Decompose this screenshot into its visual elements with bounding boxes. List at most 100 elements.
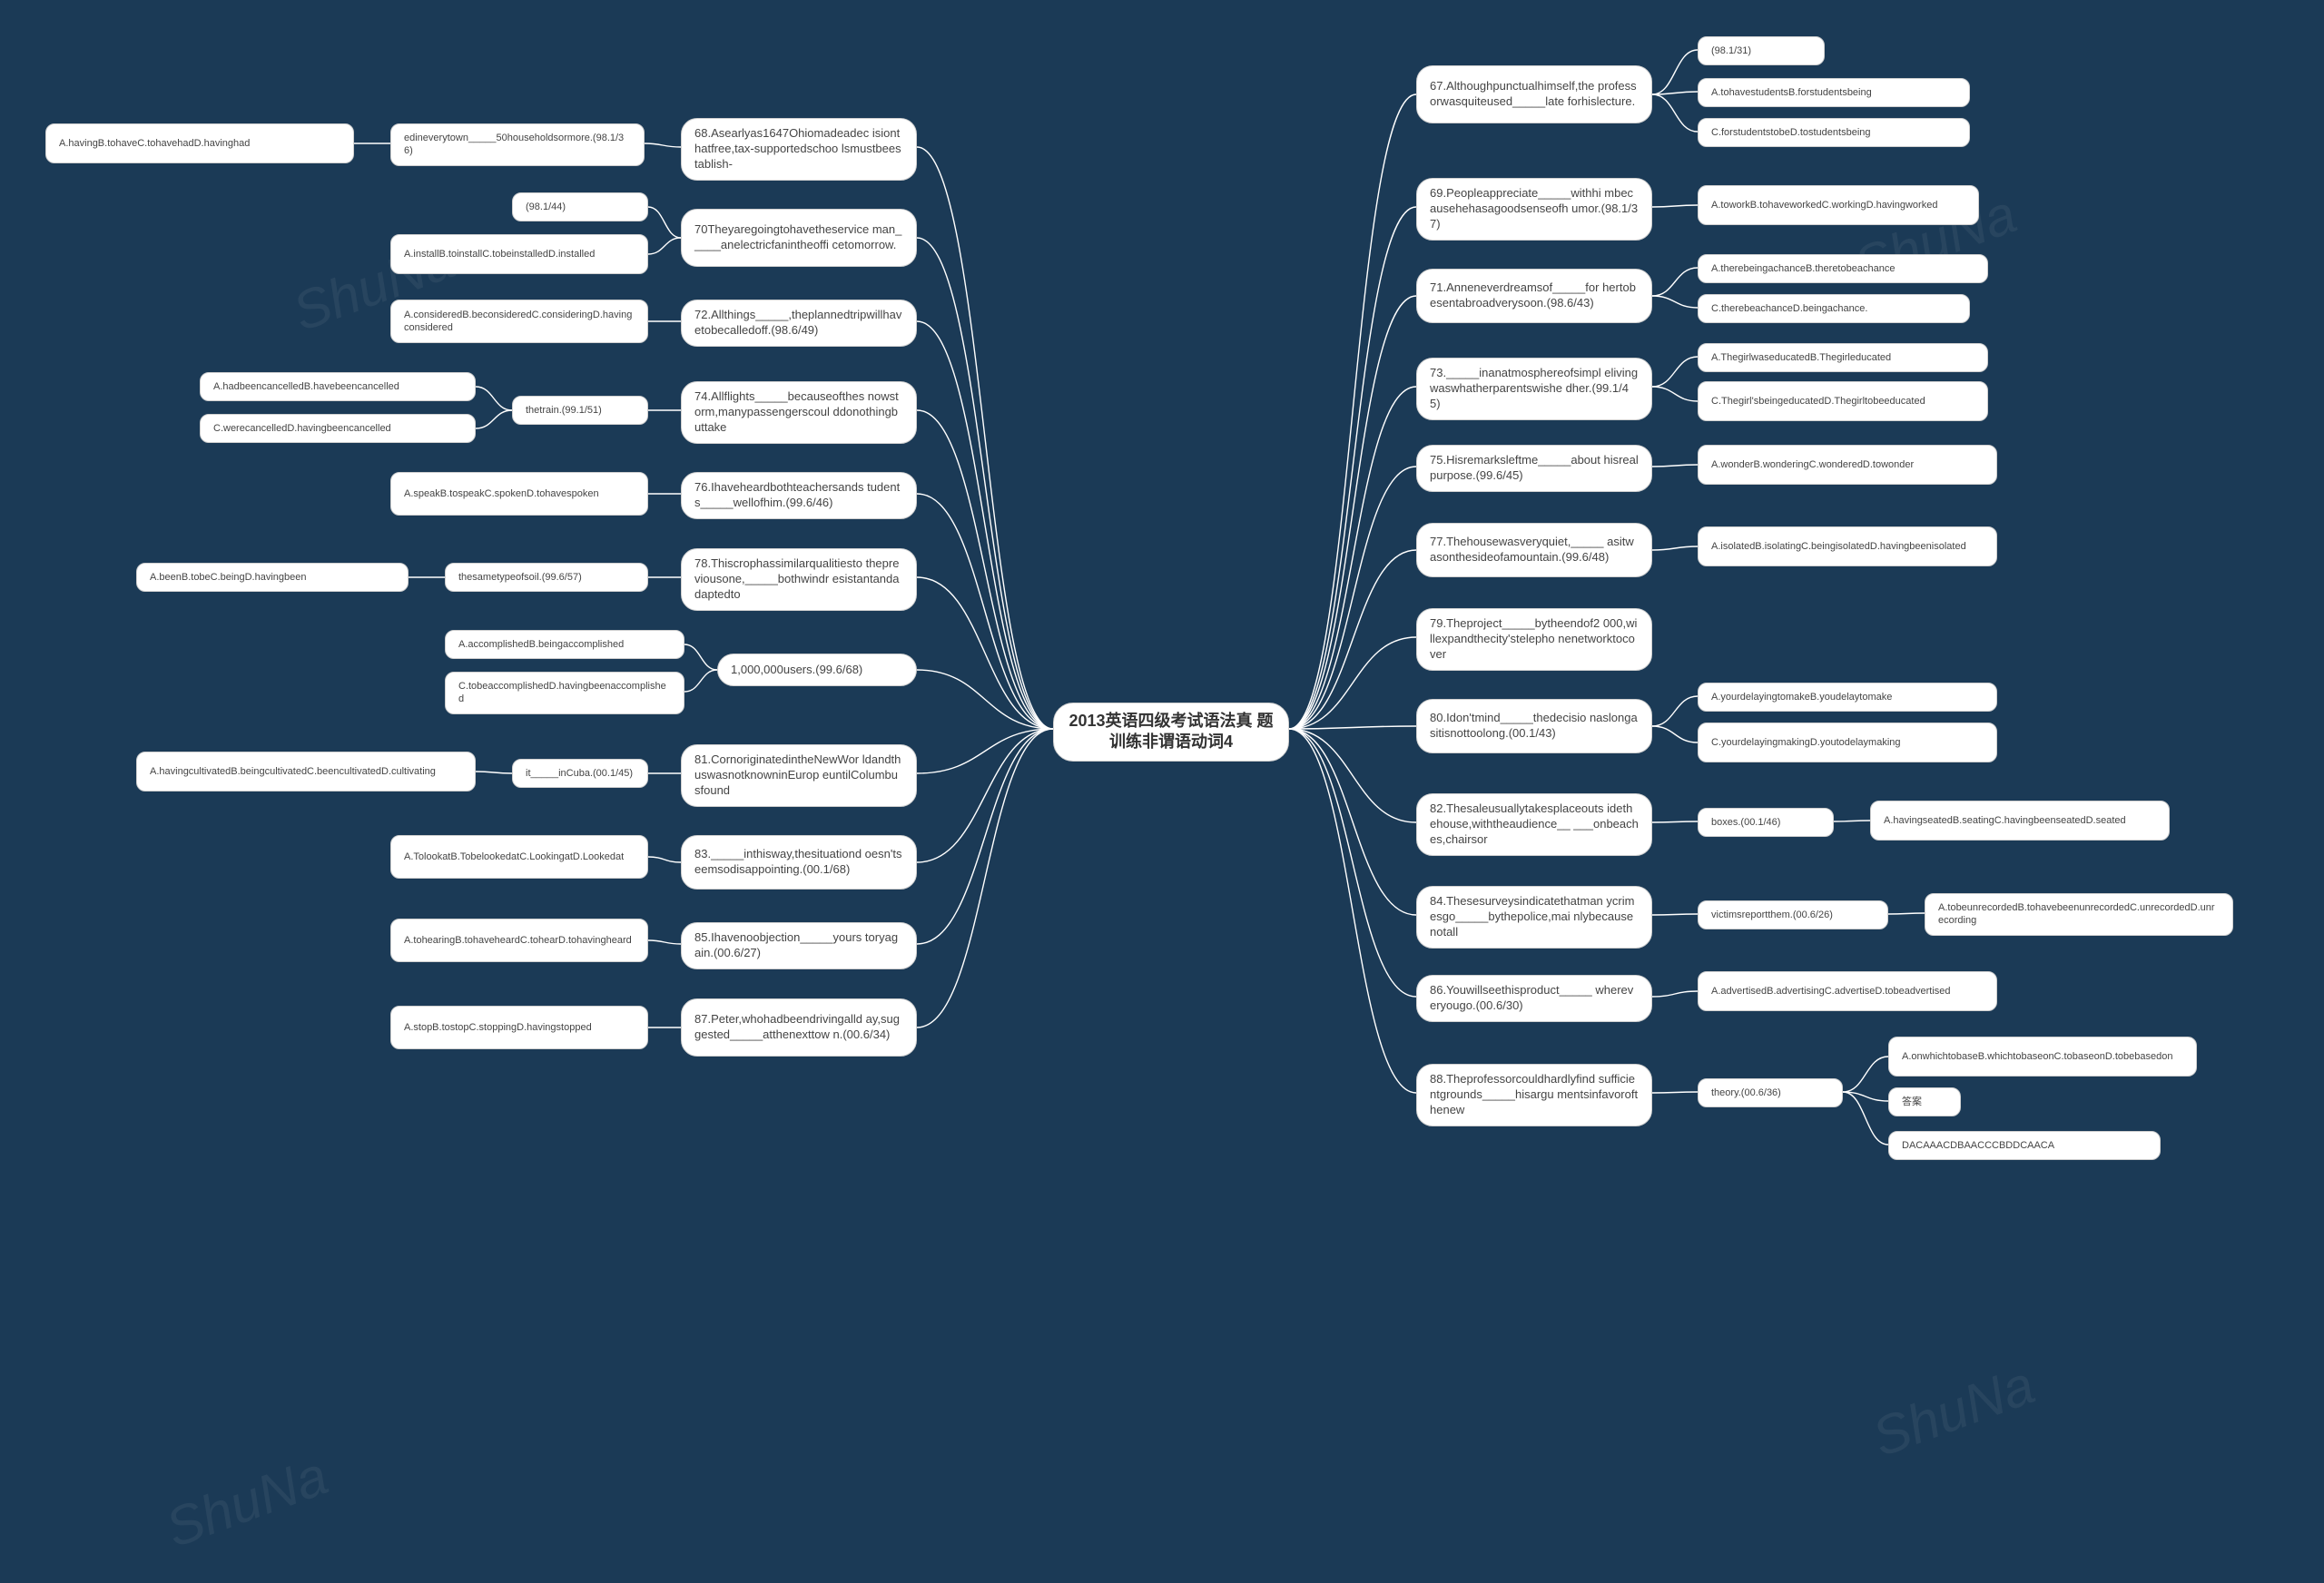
node-label: victimsreportthem.(00.6/26)	[1711, 909, 1833, 921]
node-L70a[interactable]: (98.1/44)	[512, 192, 648, 221]
node-L74[interactable]: 74.Allflights_____becauseofthes nowstorm…	[681, 381, 917, 444]
node-label: 78.Thiscrophassimilarqualitiesto theprev…	[694, 556, 903, 603]
node-R69a[interactable]: A.toworkB.tohaveworkedC.workingD.havingw…	[1698, 185, 1979, 225]
node-R82[interactable]: 82.Thesaleusuallytakesplaceouts idetheho…	[1416, 793, 1652, 856]
node-L78a[interactable]: thesametypeofsoil.(99.6/57)	[445, 563, 648, 592]
node-L78b[interactable]: A.beenB.tobeC.beingD.havingbeen	[136, 563, 409, 592]
watermark: ShuNa	[158, 1444, 336, 1560]
node-R88a[interactable]: theory.(00.6/36)	[1698, 1078, 1843, 1107]
node-label: 76.Ihaveheardbothteachersands tudents___…	[694, 480, 903, 511]
node-R71[interactable]: 71.Anneneverdreamsof_____for hertobesent…	[1416, 269, 1652, 323]
node-label: 68.Asearlyas1647Ohiomadeadec isionthatfr…	[694, 126, 903, 172]
node-label: 79.Theproject_____bytheendof2 000,willex…	[1430, 616, 1639, 663]
node-R67b[interactable]: A.tohavestudentsB.forstudentsbeing	[1698, 78, 1970, 107]
node-L87[interactable]: 87.Peter,whohadbeendrivingalld ay,sugges…	[681, 998, 917, 1057]
node-R88b[interactable]: A.onwhichtobaseB.whichtobaseonC.tobaseon…	[1888, 1037, 2197, 1077]
node-label: 87.Peter,whohadbeendrivingalld ay,sugges…	[694, 1012, 903, 1043]
node-label: C.werecancelledD.havingbeencancelled	[213, 422, 391, 435]
node-L83a[interactable]: A.TolookatB.TobelookedatC.LookingatD.Loo…	[390, 835, 648, 879]
node-label: C.tobeaccomplishedD.havingbeenaccomplish…	[458, 680, 671, 706]
node-L1mb[interactable]: C.tobeaccomplishedD.havingbeenaccomplish…	[445, 672, 684, 714]
node-label: A.TolookatB.TobelookedatC.LookingatD.Loo…	[404, 850, 624, 863]
node-L76[interactable]: 76.Ihaveheardbothteachersands tudents___…	[681, 472, 917, 519]
node-label: A.tobeunrecordedB.tohavebeenunrecordedC.…	[1938, 901, 2220, 928]
node-R67a[interactable]: (98.1/31)	[1698, 36, 1825, 65]
node-R88d[interactable]: DACAAACDBAACCCBDDCAACA	[1888, 1131, 2161, 1160]
node-R80b[interactable]: C.yourdelayingmakingD.youtodelaymaking	[1698, 723, 1997, 762]
node-L83[interactable]: 83._____inthisway,thesituationd oesn'tse…	[681, 835, 917, 890]
node-R84[interactable]: 84.Thesesurveysindicatethatman ycrimesgo…	[1416, 886, 1652, 949]
node-R71a[interactable]: A.therebeingachanceB.theretobeachance	[1698, 254, 1988, 283]
node-L87a[interactable]: A.stopB.tostopC.stoppingD.havingstopped	[390, 1006, 648, 1049]
node-R88c[interactable]: 答案	[1888, 1087, 1961, 1116]
node-label: (98.1/31)	[1711, 44, 1751, 57]
node-label: 88.Theprofessorcouldhardlyfind sufficien…	[1430, 1072, 1639, 1118]
node-L1m[interactable]: 1,000,000users.(99.6/68)	[717, 654, 917, 686]
node-L68a[interactable]: edineverytown_____50householdsormore.(98…	[390, 123, 645, 166]
node-R88[interactable]: 88.Theprofessorcouldhardlyfind sufficien…	[1416, 1064, 1652, 1126]
node-L78[interactable]: 78.Thiscrophassimilarqualitiesto theprev…	[681, 548, 917, 611]
node-R84b[interactable]: A.tobeunrecordedB.tohavebeenunrecordedC.…	[1925, 893, 2233, 936]
node-label: it_____inCuba.(00.1/45)	[526, 767, 633, 780]
node-label: 72.Allthings_____,theplannedtripwillhave…	[694, 308, 903, 339]
node-L72a[interactable]: A.consideredB.beconsideredC.consideringD…	[390, 300, 648, 343]
node-label: 67.Althoughpunctualhimself,the professor…	[1430, 79, 1639, 110]
node-R84a[interactable]: victimsreportthem.(00.6/26)	[1698, 900, 1888, 929]
node-R73a[interactable]: A.ThegirlwaseducatedB.Thegirleducated	[1698, 343, 1988, 372]
node-label: 69.Peopleappreciate_____withhi mbecauseh…	[1430, 186, 1639, 232]
node-R73[interactable]: 73._____inanatmosphereofsimpl elivingwas…	[1416, 358, 1652, 420]
node-label: A.hadbeencancelledB.havebeencancelled	[213, 380, 399, 393]
node-R67c[interactable]: C.forstudentstobeD.tostudentsbeing	[1698, 118, 1970, 147]
node-L68[interactable]: 68.Asearlyas1647Ohiomadeadec isionthatfr…	[681, 118, 917, 181]
node-L81a[interactable]: it_____inCuba.(00.1/45)	[512, 759, 648, 788]
node-label: A.tohavestudentsB.forstudentsbeing	[1711, 86, 1872, 99]
node-label: A.toworkB.tohaveworkedC.workingD.havingw…	[1711, 199, 1937, 211]
node-label: A.havingB.tohaveC.tohavehadD.havinghad	[59, 137, 250, 150]
node-R75[interactable]: 75.Hisremarksleftme_____about hisrealpur…	[1416, 445, 1652, 492]
node-label: 80.Idon'tmind_____thedecisio naslongasit…	[1430, 711, 1639, 742]
node-R80a[interactable]: A.yourdelayingtomakeB.youdelaytomake	[1698, 683, 1997, 712]
node-R73b[interactable]: C.Thegirl'sbeingeducatedD.Thegirltobeedu…	[1698, 381, 1988, 421]
node-label: A.tohearingB.tohaveheardC.tohearD.tohavi…	[404, 934, 632, 947]
node-R80[interactable]: 80.Idon'tmind_____thedecisio naslongasit…	[1416, 699, 1652, 753]
node-L76a[interactable]: A.speakB.tospeakC.spokenD.tohavespoken	[390, 472, 648, 516]
node-L68b[interactable]: A.havingB.tohaveC.tohavehadD.havinghad	[45, 123, 354, 163]
node-label: A.wonderB.wonderingC.wonderedD.towonder	[1711, 458, 1914, 471]
node-R86a[interactable]: A.advertisedB.advertisingC.advertiseD.to…	[1698, 971, 1997, 1011]
node-L85a[interactable]: A.tohearingB.tohaveheardC.tohearD.tohavi…	[390, 919, 648, 962]
node-R75a[interactable]: A.wonderB.wonderingC.wonderedD.towonder	[1698, 445, 1997, 485]
node-label: 73._____inanatmosphereofsimpl elivingwas…	[1430, 366, 1639, 412]
node-L70[interactable]: 70Theyaregoingtohavetheservice man_____a…	[681, 209, 917, 267]
node-L70b[interactable]: A.installB.toinstallC.tobeinstalledD.ins…	[390, 234, 648, 274]
watermark: ShuNa	[1865, 1353, 2043, 1470]
node-R79[interactable]: 79.Theproject_____bytheendof2 000,willex…	[1416, 608, 1652, 671]
node-label: C.forstudentstobeD.tostudentsbeing	[1711, 126, 1871, 139]
node-label: 2013英语四级考试语法真 题训练非谓语动词4	[1067, 711, 1275, 753]
node-R77a[interactable]: A.isolatedB.isolatingC.beingisolatedD.ha…	[1698, 526, 1997, 566]
node-label: A.beenB.tobeC.beingD.havingbeen	[150, 571, 306, 584]
node-R77[interactable]: 77.Thehousewasveryquiet,_____ asitwasont…	[1416, 523, 1652, 577]
node-R86[interactable]: 86.Youwillseethisproduct_____ whereveryo…	[1416, 975, 1652, 1022]
node-R67[interactable]: 67.Althoughpunctualhimself,the professor…	[1416, 65, 1652, 123]
node-label: A.advertisedB.advertisingC.advertiseD.to…	[1711, 985, 1951, 998]
node-R71b[interactable]: C.therebeachanceD.beingachance.	[1698, 294, 1970, 323]
node-R82b[interactable]: A.havingseatedB.seatingC.havingbeenseate…	[1870, 801, 2170, 841]
node-R82a[interactable]: boxes.(00.1/46)	[1698, 808, 1834, 837]
node-R69[interactable]: 69.Peopleappreciate_____withhi mbecauseh…	[1416, 178, 1652, 241]
node-L81[interactable]: 81.CornoriginatedintheNewWor ldandthuswa…	[681, 744, 917, 807]
node-L85[interactable]: 85.Ihavenoobjection_____yours toryagain.…	[681, 922, 917, 969]
node-L81b[interactable]: A.havingcultivatedB.beingcultivatedC.bee…	[136, 752, 476, 792]
node-label: C.yourdelayingmakingD.youtodelaymaking	[1711, 736, 1901, 749]
node-L74c[interactable]: C.werecancelledD.havingbeencancelled	[200, 414, 476, 443]
node-label: 82.Thesaleusuallytakesplaceouts idetheho…	[1430, 801, 1639, 848]
node-L74a[interactable]: thetrain.(99.1/51)	[512, 396, 648, 425]
node-L1ma[interactable]: A.accomplishedB.beingaccomplished	[445, 630, 684, 659]
node-L74b[interactable]: A.hadbeencancelledB.havebeencancelled	[200, 372, 476, 401]
node-label: 81.CornoriginatedintheNewWor ldandthuswa…	[694, 752, 903, 799]
node-label: 85.Ihavenoobjection_____yours toryagain.…	[694, 930, 903, 961]
node-label: theory.(00.6/36)	[1711, 1086, 1781, 1099]
node-root[interactable]: 2013英语四级考试语法真 题训练非谓语动词4	[1053, 703, 1289, 762]
node-label: boxes.(00.1/46)	[1711, 816, 1780, 829]
node-label: A.havingcultivatedB.beingcultivatedC.bee…	[150, 765, 436, 778]
node-L72[interactable]: 72.Allthings_____,theplannedtripwillhave…	[681, 300, 917, 347]
